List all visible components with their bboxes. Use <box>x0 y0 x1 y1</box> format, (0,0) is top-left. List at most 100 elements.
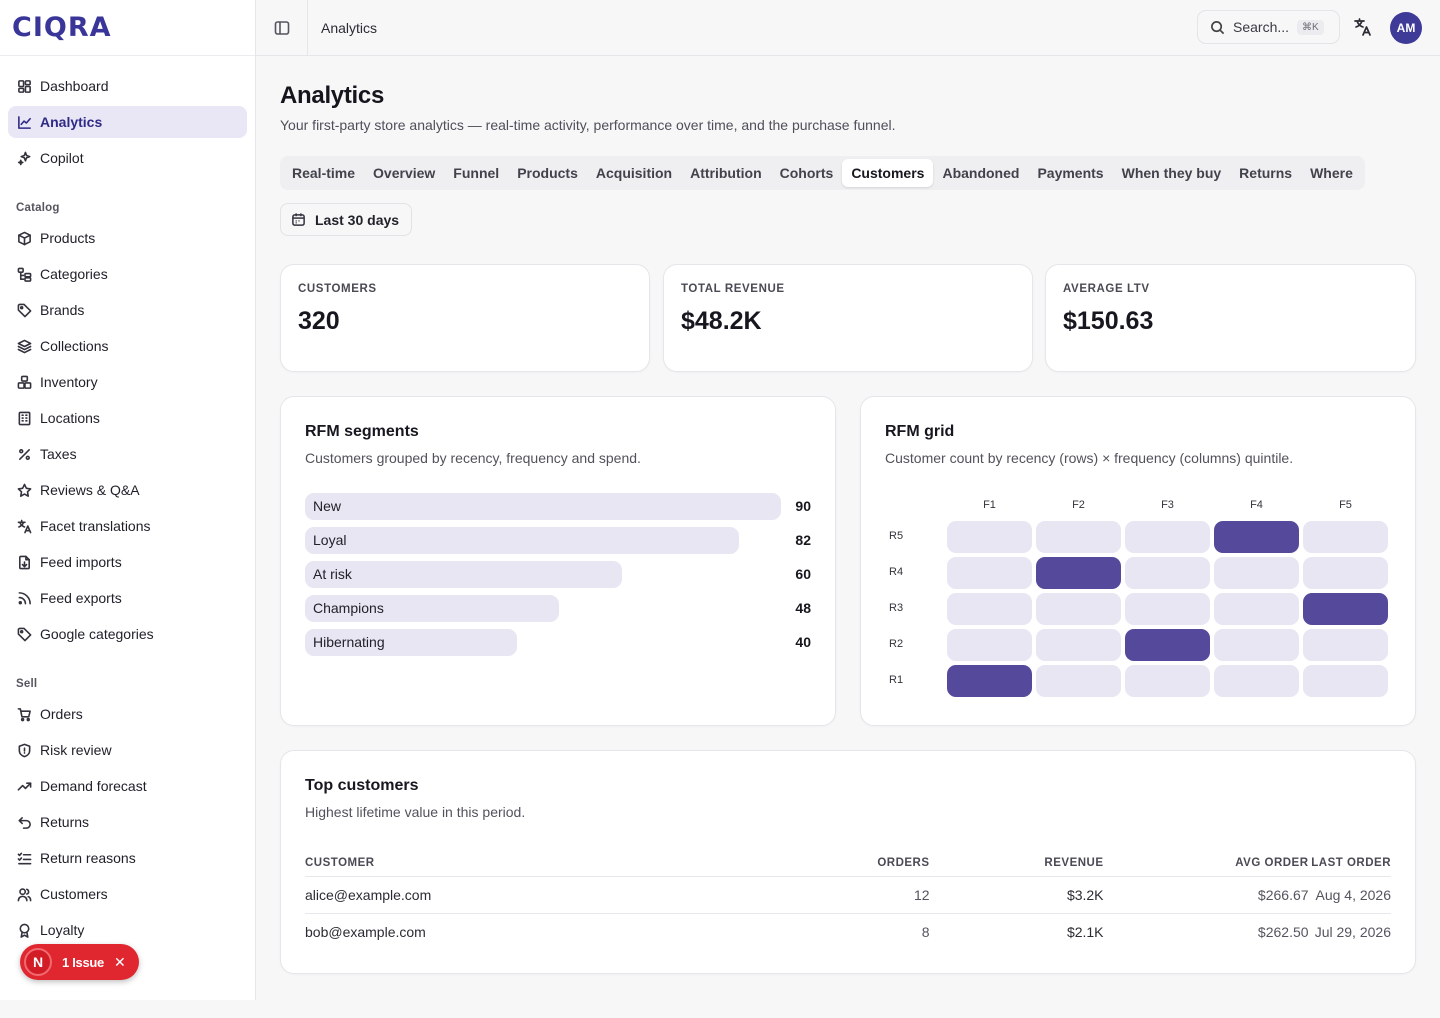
sidebar-item-facet-translations[interactable]: Facet translations <box>8 510 247 542</box>
segment-row: Champions 48 <box>305 595 811 622</box>
tab-customers[interactable]: Customers <box>842 159 934 187</box>
sidebar-item-risk-review[interactable]: Risk review <box>8 734 247 766</box>
sidebar-item-loyalty[interactable]: Loyalty <box>8 914 247 946</box>
tab-products[interactable]: Products <box>517 165 578 181</box>
grid-cell <box>1214 557 1299 589</box>
tab-abandoned[interactable]: Abandoned <box>942 165 1020 181</box>
analytics-icon <box>16 114 32 130</box>
shield-icon <box>16 742 32 758</box>
translate-icon <box>1354 18 1371 36</box>
grid-cell <box>947 521 1032 553</box>
tab-cohorts[interactable]: Cohorts <box>779 165 834 181</box>
stat-label: TOTAL REVENUE <box>681 283 785 295</box>
sidebar-item-google-categories[interactable]: Google categories <box>8 618 247 650</box>
issue-badge[interactable]: N 1 Issue ✕ <box>20 944 139 980</box>
table-row[interactable]: bob@example.com 8 $2.1K $262.50 Jul 29, 2026 <box>305 913 1391 950</box>
close-icon[interactable]: ✕ <box>114 953 126 970</box>
box-icon <box>16 230 32 246</box>
sidebar-item-inventory[interactable]: Inventory <box>8 366 247 398</box>
sidebar-item-label: Copilot <box>40 150 84 166</box>
sidebar-item-feed-imports[interactable]: Feed imports <box>8 546 247 578</box>
sidebar-item-label: Feed exports <box>40 590 122 606</box>
tag-icon <box>16 626 32 642</box>
top-customers-card: Top customers Highest lifetime value in … <box>280 750 1416 974</box>
grid-column-label: F4 <box>1250 499 1263 511</box>
tab-funnel[interactable]: Funnel <box>453 165 500 181</box>
grid-cell <box>947 557 1032 589</box>
sidebar-item-analytics[interactable]: Analytics <box>8 106 247 138</box>
sidebar-item-label: Taxes <box>40 446 77 462</box>
tab-returns[interactable]: Returns <box>1239 165 1293 181</box>
user-avatar[interactable]: AM <box>1390 12 1422 44</box>
segment-value: 90 <box>795 498 811 514</box>
sidebar-item-taxes[interactable]: Taxes <box>8 438 247 470</box>
segment-name: Champions <box>313 600 384 616</box>
segment-row: Hibernating 40 <box>305 629 811 656</box>
segment-row: Loyal 82 <box>305 527 811 554</box>
trend-icon <box>16 778 32 794</box>
sidebar-item-brands[interactable]: Brands <box>8 294 247 326</box>
users-icon <box>16 886 32 902</box>
table-body: alice@example.com 12 $3.2K $266.67 Aug 4, 20… <box>305 876 1391 950</box>
segment-value: 48 <box>795 600 811 616</box>
tab-overview[interactable]: Overview <box>373 165 436 181</box>
sidebar-item-feed-exports[interactable]: Feed exports <box>8 582 247 614</box>
brand-logo[interactable]: CIQRA <box>12 12 112 43</box>
sidebar-item-reviews-q-a[interactable]: Reviews & Q&A <box>8 474 247 506</box>
dashboard-icon <box>16 78 32 94</box>
issue-count[interactable]: 1 Issue <box>62 954 104 970</box>
segment-name: New <box>313 498 342 514</box>
table-cell: $3.2K <box>929 876 1104 914</box>
date-range-button[interactable]: Last 30 days <box>280 203 412 236</box>
sidebar-toggle-button[interactable] <box>256 0 308 56</box>
search-button[interactable]: Search... ⌘K <box>1197 10 1340 44</box>
tab-when-they-buy[interactable]: When they buy <box>1121 165 1222 181</box>
sidebar-item-returns[interactable]: Returns <box>8 806 247 838</box>
tab-real-time[interactable]: Real-time <box>292 165 356 181</box>
sidebar: CIQRA Dashboard Analytics Copilot Catalog Pr… <box>0 0 256 1000</box>
segment-bar <box>305 527 739 554</box>
grid-cell <box>1303 629 1388 661</box>
sidebar-item-label: Inventory <box>40 374 98 390</box>
grid-cell <box>1125 629 1210 661</box>
sidebar-item-return-reasons[interactable]: Return reasons <box>8 842 247 874</box>
sidebar-item-copilot[interactable]: Copilot <box>8 142 247 174</box>
tab-acquisition[interactable]: Acquisition <box>595 165 673 181</box>
cart-icon <box>16 706 32 722</box>
sidebar-item-collections[interactable]: Collections <box>8 330 247 362</box>
table-row[interactable]: alice@example.com 12 $3.2K $266.67 Aug 4, 20… <box>305 876 1391 914</box>
sidebar-section-label: Sell <box>16 678 38 690</box>
segment-name: At risk <box>313 566 352 582</box>
tab-attribution[interactable]: Attribution <box>690 165 762 181</box>
sidebar-item-locations[interactable]: Locations <box>8 402 247 434</box>
table-cell: 12 <box>435 876 930 914</box>
sidebar-item-dashboard[interactable]: Dashboard <box>8 70 247 102</box>
table-cell: $262.50 <box>1257 923 1309 940</box>
card-subtitle: Highest lifetime value in this period. <box>305 804 526 820</box>
sidebar-item-orders[interactable]: Orders <box>8 698 247 730</box>
grid-cell <box>1036 665 1121 697</box>
column-header: LAST ORDER <box>1308 850 1391 877</box>
sidebar-item-products[interactable]: Products <box>8 222 247 254</box>
column-header: AVG ORDER <box>1103 850 1309 877</box>
card-subtitle: Customer count by recency (rows) × frequ… <box>885 450 1294 466</box>
grid-cell <box>1214 665 1299 697</box>
tab-payments[interactable]: Payments <box>1037 165 1104 181</box>
sidebar-section-label: Catalog <box>16 202 60 214</box>
sidebar-item-categories[interactable]: Categories <box>8 258 247 290</box>
table-cell: bob@example.com <box>305 923 426 940</box>
card-title: RFM grid <box>885 423 955 440</box>
grid-cell <box>1036 629 1121 661</box>
stat-card-ltv: AVERAGE LTV $150.63 <box>1045 264 1416 372</box>
top-customers-table: CUSTOMER ORDERS REVENUE AVG ORDER LAST ORDER… <box>305 850 1391 950</box>
sidebar-item-label: Feed imports <box>40 554 122 570</box>
brand-header: CIQRA <box>0 0 255 56</box>
sidebar-item-demand-forecast[interactable]: Demand forecast <box>8 770 247 802</box>
language-button[interactable] <box>1353 17 1375 39</box>
sidebar-item-customers[interactable]: Customers <box>8 878 247 910</box>
grid-cell <box>1036 593 1121 625</box>
sidebar-item-label: Facet translations <box>40 518 151 534</box>
grid-cell <box>1303 665 1388 697</box>
segment-bar <box>305 493 781 520</box>
tab-where[interactable]: Where <box>1310 165 1353 181</box>
